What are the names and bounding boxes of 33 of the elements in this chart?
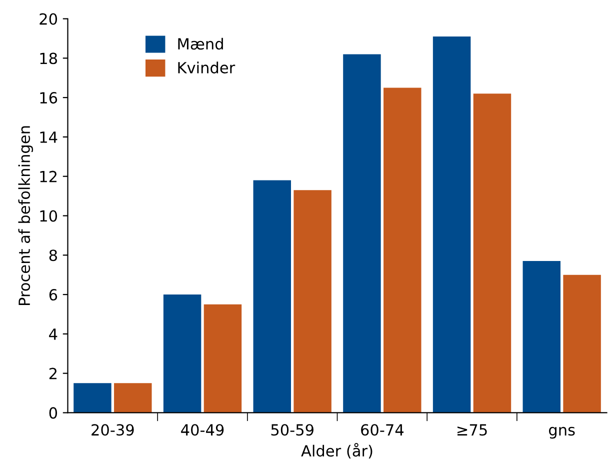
y-tick-label: 4 xyxy=(49,328,58,340)
y-tick-label: 14 xyxy=(40,132,58,143)
bar xyxy=(74,383,112,413)
x-tick-label: ≥75 xyxy=(458,424,487,436)
x-axis-title: Alder (år) xyxy=(301,443,372,458)
bar xyxy=(563,274,601,413)
y-tick-label: 12 xyxy=(40,170,57,182)
x-tick-label: gns xyxy=(549,426,575,439)
bar xyxy=(204,304,242,413)
y-tick-label: 18 xyxy=(40,52,57,64)
y-tick-label: 20 xyxy=(40,13,58,25)
legend-label: Kvinder xyxy=(178,62,236,74)
bar xyxy=(163,294,202,413)
bar xyxy=(343,54,381,413)
y-axis-title: Procent af befolkningen xyxy=(18,126,34,305)
y-tick-label: 2 xyxy=(49,368,57,380)
x-tick-label: 40-49 xyxy=(181,424,224,436)
x-tick-label: 50-59 xyxy=(271,424,314,436)
x-tick-label: 20-39 xyxy=(92,424,134,436)
y-tick-label: 8 xyxy=(49,250,57,262)
bar xyxy=(384,88,422,413)
bar xyxy=(253,180,291,413)
bar xyxy=(522,261,560,413)
bar xyxy=(432,36,471,413)
y-tick-label: 16 xyxy=(40,92,58,104)
x-tick-label: 60-74 xyxy=(361,424,404,436)
y-tick-label: 0 xyxy=(49,407,58,419)
y-tick-label: 10 xyxy=(40,210,58,222)
bar xyxy=(114,383,152,413)
bar xyxy=(473,94,512,413)
bar xyxy=(294,190,332,413)
legend-label: Mænd xyxy=(178,38,223,50)
y-tick-label: 6 xyxy=(49,288,58,301)
